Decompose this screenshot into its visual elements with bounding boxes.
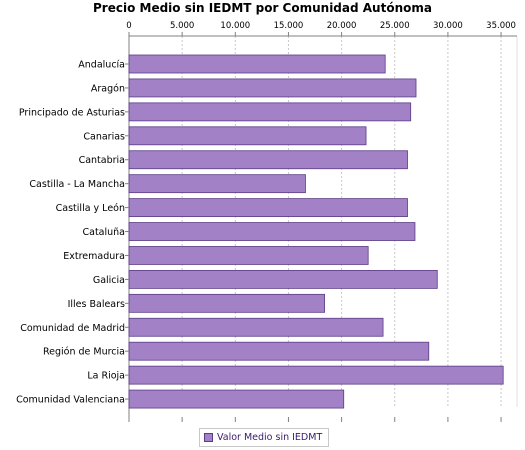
bar <box>128 246 369 265</box>
category-label: Castilla - La Mancha <box>29 179 125 190</box>
x-tick-label: 25.000 <box>380 21 410 31</box>
x-tick-label: 35.000 <box>486 21 516 31</box>
category-label: Andalucía <box>78 60 125 71</box>
bar <box>128 389 345 409</box>
category-label: Cataluña <box>82 227 125 238</box>
category-label: Principado de Asturias <box>19 107 125 118</box>
legend-swatch <box>204 433 213 442</box>
category-label: Galicia <box>93 275 125 286</box>
bar <box>128 365 504 385</box>
category-label: La Rioja <box>87 371 125 382</box>
bar <box>128 102 412 122</box>
bar <box>128 150 408 170</box>
bar <box>128 126 367 146</box>
bar <box>128 78 417 98</box>
category-label: Cantabria <box>79 155 125 166</box>
category-label: Comunidad Valenciana <box>16 395 125 406</box>
x-tick-label: 10.000 <box>220 21 250 31</box>
category-label: Castilla y León <box>56 203 125 214</box>
category-label: Comunidad de Madrid <box>20 323 125 334</box>
legend: Valor Medio sin IEDMT <box>199 428 330 447</box>
bar <box>128 198 408 218</box>
category-label: Illes Balears <box>68 299 125 310</box>
x-tick-label: 0 <box>126 21 131 31</box>
bar <box>128 317 384 337</box>
category-label: Extremadura <box>63 251 125 262</box>
x-tick-label: 5.000 <box>170 21 194 31</box>
category-label: Canarias <box>83 131 125 142</box>
x-tick-label: 15.000 <box>274 21 304 31</box>
x-tick-label: 30.000 <box>433 21 463 31</box>
bar <box>128 269 438 289</box>
category-label: Región de Murcia <box>43 347 125 358</box>
bar <box>128 54 386 74</box>
chart-title: Precio Medio sin IEDMT por Comunidad Aut… <box>93 1 432 15</box>
x-tick-label: 20.000 <box>327 21 357 31</box>
category-label: Aragón <box>91 83 125 94</box>
bar <box>128 293 325 313</box>
bar <box>128 341 430 361</box>
bar <box>128 174 306 194</box>
legend-label: Valor Medio sin IEDMT <box>217 432 323 443</box>
bar <box>128 222 416 241</box>
